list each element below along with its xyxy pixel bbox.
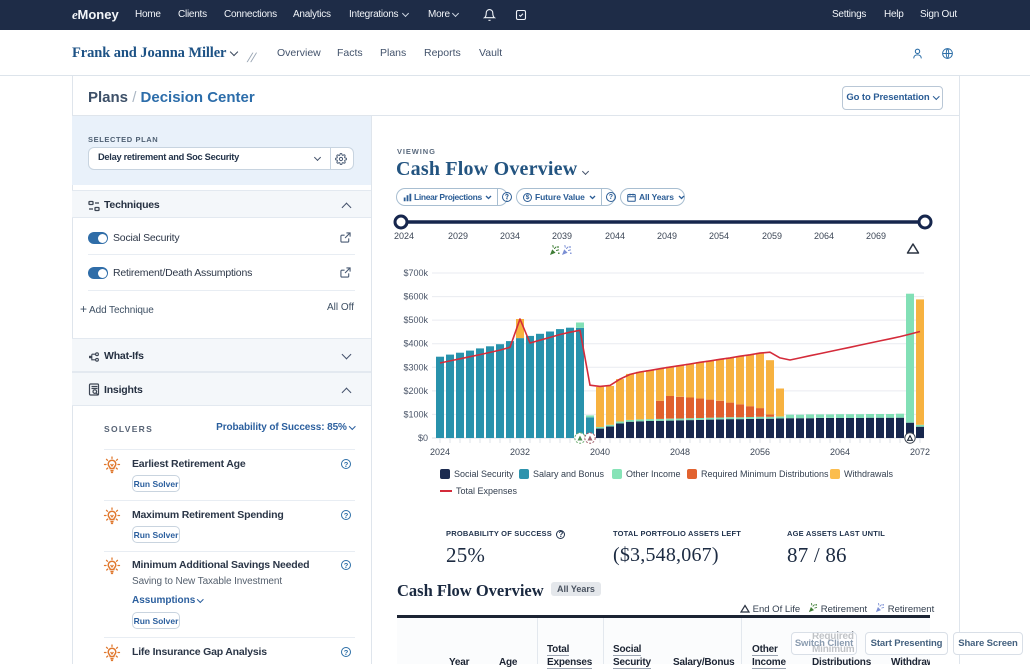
svg-text:2032: 2032	[510, 447, 530, 457]
svg-text:$100k: $100k	[403, 409, 428, 419]
svg-text:2024: 2024	[430, 447, 450, 457]
svg-text:$400k: $400k	[403, 339, 428, 349]
svg-text:$600k: $600k	[403, 292, 428, 302]
svg-text:$300k: $300k	[403, 362, 428, 372]
svg-text:2040: 2040	[590, 447, 610, 457]
svg-text:2072: 2072	[910, 447, 930, 457]
svg-text:$200k: $200k	[403, 386, 428, 396]
svg-text:$0: $0	[418, 433, 428, 443]
svg-text:2048: 2048	[670, 447, 690, 457]
svg-text:2056: 2056	[750, 447, 770, 457]
svg-text:$700k: $700k	[403, 268, 428, 278]
svg-text:2064: 2064	[830, 447, 850, 457]
svg-text:$500k: $500k	[403, 315, 428, 325]
